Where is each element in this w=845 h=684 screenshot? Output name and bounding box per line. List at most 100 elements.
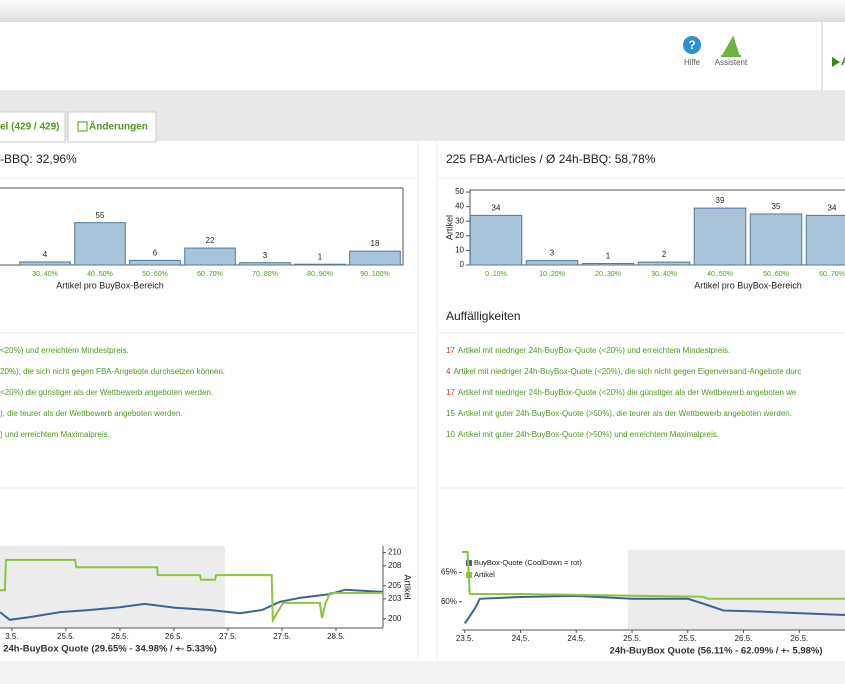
issue-text: Artikel mit guter 24h-BuyBox-Quote (>50%… [458, 430, 719, 439]
x-tick-label: 25.5. [57, 632, 75, 641]
x-tick-label: 50..60% [142, 271, 168, 278]
y-tick-label: 50 [455, 187, 464, 196]
x-tick-label: 26.5. [165, 632, 183, 641]
bar [294, 263, 346, 266]
issue: <20%) die günstiger als der Wettbewerb a… [0, 388, 213, 397]
issue: 15 Artikel mit guter 24h-BuyBox-Quote (>5… [446, 409, 792, 418]
x-tick-label: 26.5. [735, 634, 753, 643]
x-tick-label: 27.5. [219, 632, 237, 641]
value-label: 34 [492, 203, 501, 212]
x-axis-title: Artikel pro BuyBox-Bereich [694, 280, 802, 290]
bar [239, 262, 291, 266]
x-tick-label: 24.5. [567, 634, 585, 643]
tab-label[interactable]: el (429 / 429) [0, 122, 59, 133]
help-icon[interactable] [683, 36, 701, 54]
x-tick-label: 3.5. [5, 632, 18, 641]
assistant-icon[interactable] [721, 35, 741, 57]
x-tick-label: 40..50% [87, 271, 113, 278]
x-tick-label: 25.5. [623, 634, 641, 643]
x-tick-label: 0..10% [485, 271, 507, 278]
x-tick-label: 40..50% [707, 271, 733, 278]
issue-count: 17 [446, 388, 455, 397]
issue-count: 4 [446, 367, 451, 376]
legend-label: BuyBox-Quote (CoolDown = rot) [474, 558, 582, 567]
tab[interactable] [0, 111, 66, 143]
value-label: 6 [153, 248, 158, 257]
issue: 17 Artikel mit niedriger 24h-BuyBox-Quote… [446, 346, 730, 355]
x-tick-label: 30..40% [651, 271, 677, 278]
issues-title: Auffälligkeiten [446, 309, 521, 323]
bar [693, 207, 747, 266]
legend-swatch [466, 572, 472, 578]
bar [19, 261, 71, 266]
value-label: 1 [318, 252, 323, 261]
x-tick-label: 23.5. [456, 634, 474, 643]
issue-count: 17 [446, 346, 455, 355]
bar [349, 250, 401, 266]
value-label: 39 [716, 196, 725, 205]
y-tick-label: 40 [455, 202, 464, 211]
x-tick-label: 26.5. [790, 634, 808, 643]
value-label: 55 [96, 211, 105, 220]
action-label[interactable]: A [841, 56, 845, 68]
value-label: 3 [550, 249, 555, 258]
x-tick-label: 25.5. [679, 634, 697, 643]
y-tick-label: 65% [441, 568, 457, 577]
bar [637, 261, 691, 266]
y-axis-title: Artikel [444, 215, 454, 240]
value-label: 35 [772, 202, 781, 211]
header [0, 22, 845, 90]
y-tick-label: 60% [441, 597, 457, 606]
value-label: 4 [43, 250, 48, 259]
shaded-range [628, 550, 845, 630]
issue: <20%) und erreichtem Mindestpreis. [0, 346, 129, 355]
issue: ) und erreichtem Maximalpreis. [0, 430, 110, 439]
legend-label: Artikel [474, 570, 495, 579]
series-line [463, 594, 845, 624]
bar [581, 263, 635, 266]
help-label[interactable]: Hilfe [684, 58, 701, 67]
series-line [0, 588, 384, 621]
y-tick-label: 30 [455, 216, 464, 225]
bar [129, 259, 181, 266]
x-tick-label: 20..30% [595, 271, 621, 278]
issue-text: 20%), die sich nicht gegen FBA-Angebote … [0, 367, 225, 376]
top-strip [0, 0, 845, 22]
panel-title: -BBQ: 32,96% [0, 152, 77, 166]
x-tick-label: 28.5. [327, 632, 345, 641]
bar [74, 222, 126, 266]
issue: 17 Artikel mit niedriger 24h-BuyBox-Quote… [446, 388, 797, 397]
value-label: 22 [206, 236, 215, 245]
tab[interactable] [67, 111, 157, 143]
issue-count: 15 [446, 409, 455, 418]
bar [805, 214, 845, 266]
issue-text: Artikel mit guter 24h-BuyBox-Quote (>50%… [458, 409, 792, 418]
issue-text: Artikel mit niedriger 24h-BuyBox-Quote (… [458, 388, 797, 397]
y2-tick-label: 210 [388, 548, 402, 557]
bar [184, 247, 236, 266]
value-label: 3 [263, 251, 268, 260]
bar [525, 260, 579, 266]
issue: 20%), die sich nicht gegen FBA-Angebote … [0, 367, 225, 376]
chart-caption: 24h-BuyBox Quote (29.65% - 34.98% / +- 5… [3, 644, 217, 655]
x-tick-label: 80..90% [307, 271, 333, 278]
x-tick-label: 27.5. [273, 632, 291, 641]
y-tick-label: 20 [455, 231, 464, 240]
y-tick-label: 10 [455, 246, 464, 255]
value-label: 34 [828, 203, 837, 212]
y2-tick-label: 208 [388, 561, 402, 570]
y2-tick-label: 200 [388, 614, 402, 623]
value-label: 2 [662, 250, 667, 259]
assistant-label[interactable]: Assistent [715, 58, 748, 67]
series-line [0, 558, 383, 624]
issue-text: Artikel mit niedriger 24h-BuyBox-Quote (… [458, 346, 730, 355]
issue-count: 10 [446, 430, 455, 439]
bar [469, 214, 523, 266]
panel-title: 225 FBA-Articles / Ø 24h-BBQ: 58,78% [446, 152, 656, 166]
bar [749, 213, 803, 266]
x-tick-label: 10..20% [539, 271, 565, 278]
tab-label[interactable]: Änderungen [89, 120, 148, 133]
x-tick-label: 30..40% [32, 271, 58, 278]
x-tick-label: 26.5. [111, 632, 129, 641]
y2-axis-title: Artikel [403, 574, 413, 599]
